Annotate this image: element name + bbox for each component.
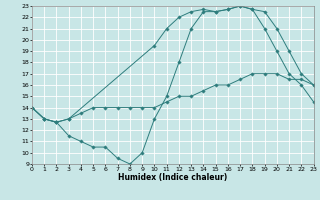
X-axis label: Humidex (Indice chaleur): Humidex (Indice chaleur)	[118, 173, 228, 182]
